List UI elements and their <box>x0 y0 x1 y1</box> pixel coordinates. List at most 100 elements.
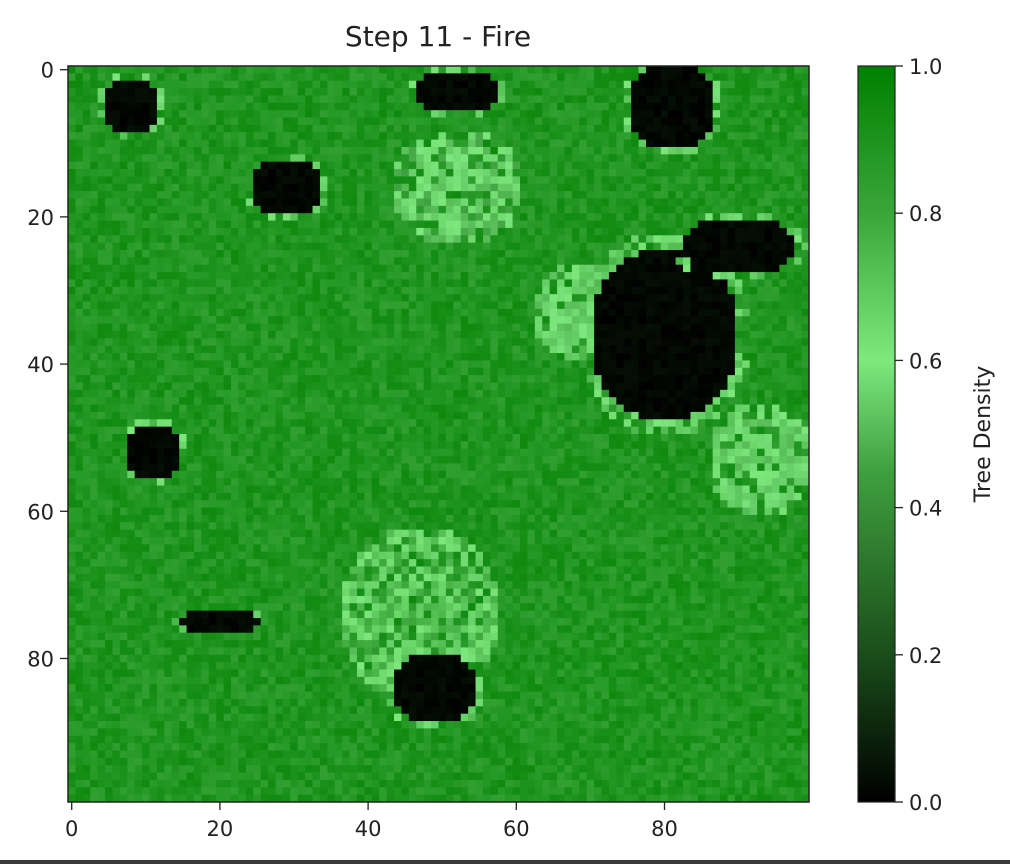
heatmap-cell <box>305 264 313 273</box>
heatmap-cell <box>742 338 751 347</box>
heatmap-cell <box>697 353 706 361</box>
heatmap-cell <box>749 264 758 273</box>
heatmap-cell <box>438 419 447 428</box>
heatmap-cell <box>668 426 677 435</box>
heatmap-cell <box>608 80 617 89</box>
heatmap-cell <box>660 176 669 185</box>
heatmap-cell <box>490 154 499 163</box>
heatmap-cell <box>586 294 595 302</box>
heatmap-cell <box>216 389 225 398</box>
heatmap-cell <box>290 132 299 140</box>
heatmap-cell <box>616 154 625 163</box>
heatmap-cell <box>171 227 180 236</box>
heatmap-cell <box>653 139 662 148</box>
heatmap-cell <box>193 176 202 185</box>
heatmap-cell <box>490 375 499 383</box>
heatmap-cell <box>223 169 232 177</box>
heatmap-cell <box>297 124 306 133</box>
heatmap-cell <box>431 345 439 354</box>
heatmap-cell <box>653 154 662 163</box>
heatmap-cell <box>482 286 491 295</box>
heatmap-cell <box>97 132 106 140</box>
heatmap-cell <box>364 154 373 163</box>
heatmap-cell <box>438 161 447 170</box>
heatmap-cell <box>549 235 558 244</box>
heatmap-cell <box>245 250 254 258</box>
heatmap-cell <box>253 110 262 118</box>
heatmap-cell <box>608 198 617 207</box>
heatmap-cell <box>82 161 91 170</box>
heatmap-cell <box>645 323 654 332</box>
heatmap-cell <box>764 132 773 140</box>
heatmap-cell <box>253 308 262 317</box>
heatmap-cell <box>549 242 558 251</box>
heatmap-cell <box>675 132 684 140</box>
heatmap-cell <box>349 389 358 398</box>
heatmap-cell <box>668 250 677 258</box>
heatmap-cell <box>675 66 684 74</box>
heatmap-cell <box>764 227 773 236</box>
heatmap-cell <box>216 316 225 324</box>
heatmap-cell <box>482 353 491 361</box>
heatmap-cell <box>253 330 262 339</box>
heatmap-cell <box>431 176 439 185</box>
heatmap-cell <box>757 124 765 133</box>
heatmap-cell <box>683 375 691 383</box>
heatmap-cell <box>82 301 91 310</box>
heatmap-cell <box>112 272 121 280</box>
heatmap-cell <box>601 191 610 199</box>
heatmap-cell <box>179 124 187 133</box>
heatmap-cell <box>297 235 306 244</box>
heatmap-cell <box>638 80 647 89</box>
heatmap-cell <box>668 301 677 310</box>
heatmap-cell <box>786 132 795 140</box>
heatmap-cell <box>557 169 565 177</box>
heatmap-cell <box>571 286 580 295</box>
heatmap-cell <box>290 73 299 82</box>
heatmap-cell <box>416 345 425 354</box>
heatmap-cell <box>223 191 232 199</box>
heatmap-cell <box>82 419 91 428</box>
heatmap-cell <box>216 191 225 199</box>
heatmap-cell <box>401 66 410 74</box>
heatmap-cell <box>408 124 417 133</box>
heatmap-cell <box>497 257 506 266</box>
heatmap-cell <box>631 88 639 96</box>
heatmap-cell <box>356 389 365 398</box>
heatmap-cell <box>290 110 299 118</box>
heatmap-cell <box>379 95 388 104</box>
heatmap-cell <box>557 272 565 280</box>
heatmap-cell <box>616 146 625 155</box>
heatmap-cell <box>201 102 210 111</box>
heatmap-cell <box>482 132 491 140</box>
heatmap-cell <box>660 110 669 118</box>
heatmap-cell <box>697 316 706 324</box>
heatmap-cell <box>453 110 462 118</box>
heatmap-cell <box>312 110 321 118</box>
heatmap-cell <box>97 161 106 170</box>
heatmap-cell <box>349 279 358 288</box>
heatmap-cell <box>616 235 625 244</box>
heatmap-cell <box>312 220 321 229</box>
heatmap-cell <box>134 397 143 405</box>
heatmap-cell <box>112 124 121 133</box>
heatmap-cell <box>416 242 425 251</box>
heatmap-cell <box>660 235 669 244</box>
heatmap-cell <box>179 88 187 96</box>
heatmap-cell <box>683 124 691 133</box>
heatmap-cell <box>112 338 121 347</box>
heatmap-cell <box>201 308 210 317</box>
heatmap-cell <box>253 95 262 104</box>
heatmap-cell <box>497 367 506 376</box>
heatmap-cell <box>268 102 276 111</box>
heatmap-cell <box>394 397 402 405</box>
heatmap-cell <box>645 227 654 236</box>
heatmap-cell <box>675 191 684 199</box>
heatmap-cell <box>201 205 210 214</box>
heatmap-cell <box>216 183 225 192</box>
heatmap-cell <box>297 132 306 140</box>
heatmap-cell <box>594 286 602 295</box>
heatmap-cell <box>749 80 758 89</box>
heatmap-cell <box>734 419 743 428</box>
heatmap-cell <box>534 220 543 229</box>
